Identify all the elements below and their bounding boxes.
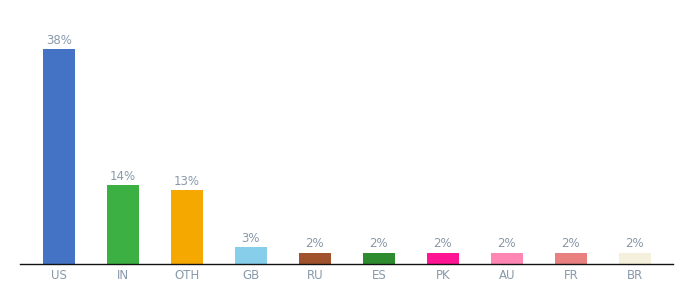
Bar <box>555 253 587 264</box>
Text: 2%: 2% <box>433 237 452 250</box>
Text: 2%: 2% <box>305 237 324 250</box>
Text: 14%: 14% <box>109 169 136 182</box>
Bar <box>235 247 267 264</box>
Bar <box>427 253 459 264</box>
Bar <box>43 49 75 264</box>
Bar <box>363 253 395 264</box>
Bar <box>491 253 523 264</box>
Bar <box>299 253 330 264</box>
Text: 38%: 38% <box>46 34 71 47</box>
Text: 2%: 2% <box>562 237 580 250</box>
Text: 2%: 2% <box>626 237 644 250</box>
Text: 13%: 13% <box>174 175 200 188</box>
Text: 3%: 3% <box>241 232 260 245</box>
Bar <box>171 190 203 264</box>
Bar <box>619 253 651 264</box>
Bar <box>107 185 139 264</box>
Text: 2%: 2% <box>369 237 388 250</box>
Text: 2%: 2% <box>498 237 516 250</box>
